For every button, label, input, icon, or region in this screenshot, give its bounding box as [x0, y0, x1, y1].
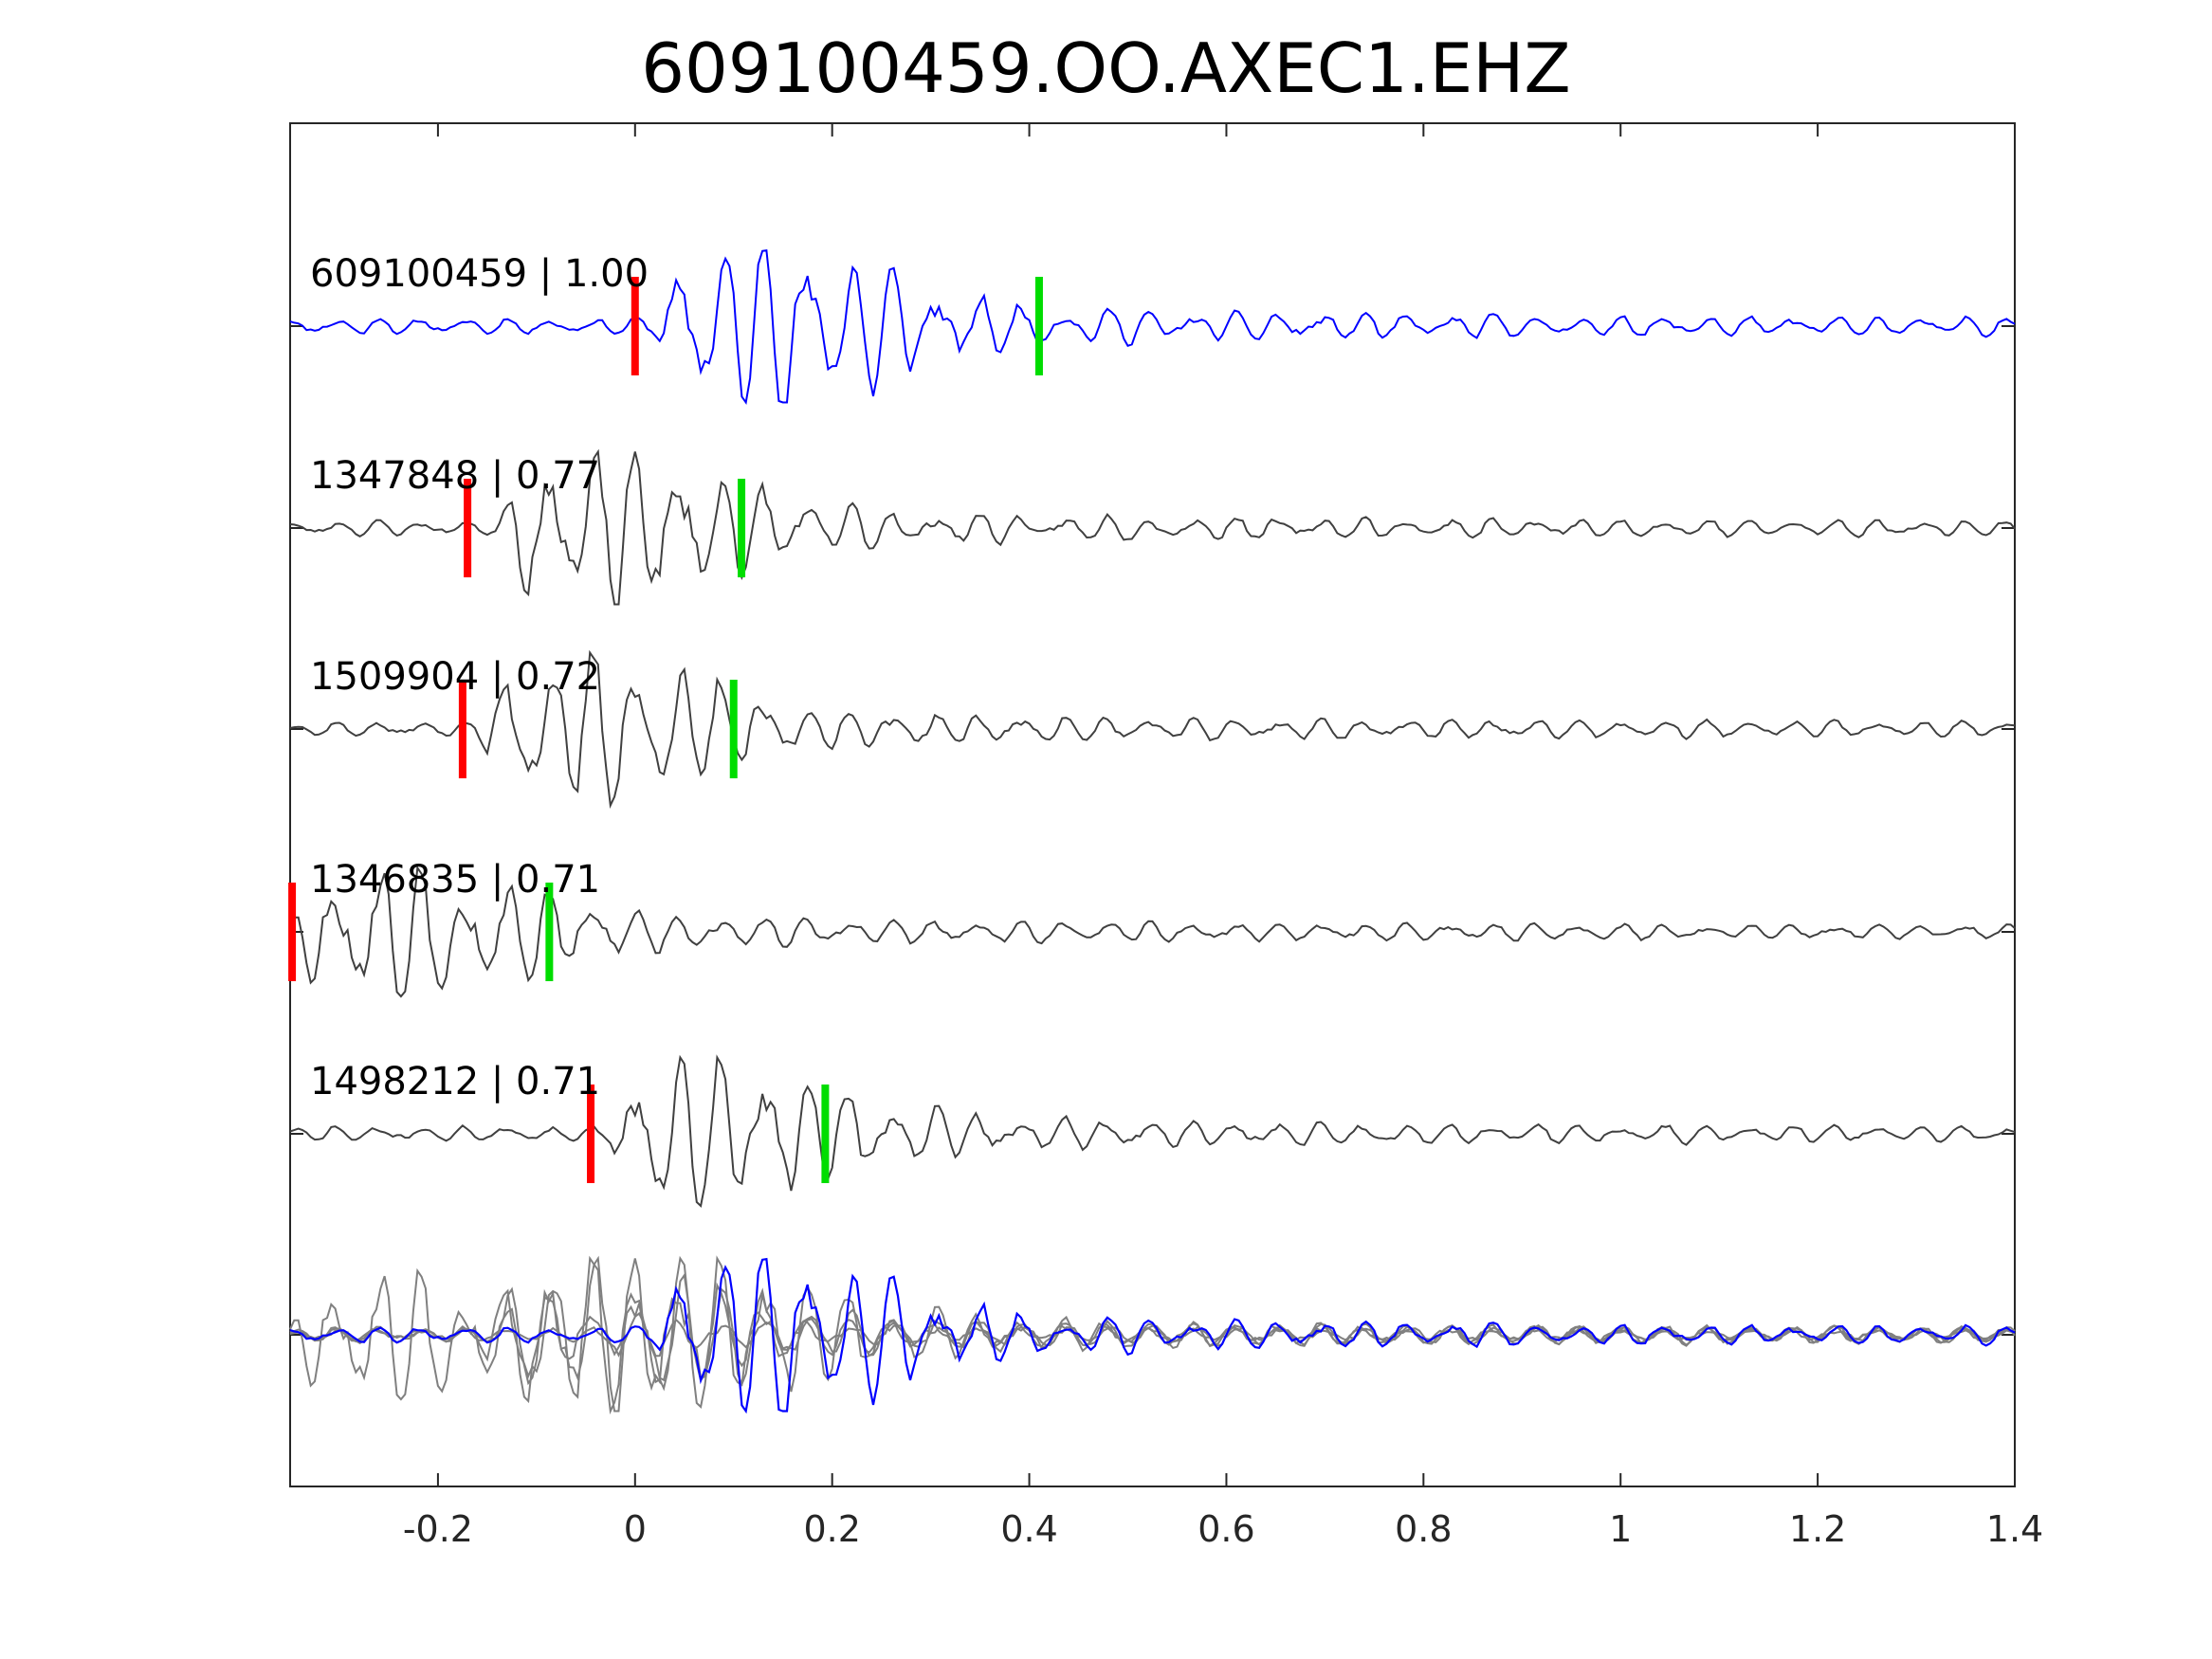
- axes-frame: [289, 122, 2016, 1487]
- x-axis: -0.2 0 0.2 0.4 0.6 0.8 1 1.2 1.4: [403, 123, 2043, 1550]
- overlay-trace-1347848: [289, 1255, 2016, 1413]
- x-tick-label: 0.6: [1197, 1508, 1254, 1550]
- overlay-trace-609100459: [289, 1257, 2016, 1414]
- axes-box: [289, 122, 2016, 1487]
- x-tick-label: 0.8: [1395, 1508, 1452, 1550]
- overlay-group: [289, 1255, 2016, 1415]
- trace-609100459: [289, 248, 2016, 406]
- trace-label-609100459: 609100459 | 1.00: [310, 252, 649, 296]
- x-tick-label: 0: [624, 1508, 647, 1550]
- x-tick-label: -0.2: [403, 1508, 473, 1550]
- trace-label-1498212: 1498212 | 0.71: [310, 1060, 600, 1103]
- x-tick-label: 1: [1609, 1508, 1632, 1550]
- x-tick-label: 1.4: [1986, 1508, 2043, 1550]
- overlay-trace-1346835: [289, 1267, 2016, 1401]
- x-tick-label: 0.2: [803, 1508, 860, 1550]
- trace-label-1346835: 1346835 | 0.71: [310, 858, 600, 902]
- trace-1347848: [289, 448, 2016, 606]
- overlay-trace-1498212: [289, 1255, 2016, 1409]
- trace-labels: 609100459 | 1.00 1347848 | 0.77 1509904 | …: [310, 252, 649, 1103]
- overlay-trace-1509904: [289, 1255, 2016, 1415]
- x-tick-label: 1.2: [1789, 1508, 1846, 1550]
- trace-1498212: [289, 1054, 2016, 1208]
- chart-title: 609100459.OO.AXEC1.EHZ: [641, 28, 1571, 108]
- trace-1509904: [289, 649, 2016, 810]
- x-tick-label: 0.4: [1000, 1508, 1057, 1550]
- traces-group: [288, 248, 2016, 1208]
- trace-label-1347848: 1347848 | 0.77: [310, 454, 600, 498]
- trace-label-1509904: 1509904 | 0.72: [310, 655, 600, 699]
- trace-1346835: [289, 865, 2016, 998]
